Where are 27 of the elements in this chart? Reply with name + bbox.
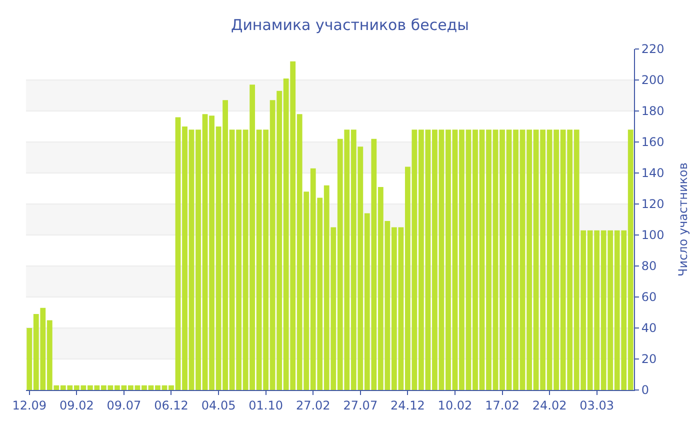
x-tick-label: 10.02 [438,398,472,412]
y-tick-label: 20 [641,352,657,366]
x-tick-label: 24.02 [532,398,567,412]
x-tick-label: 03.03 [580,398,614,412]
chart-title: Динамика участников беседы [230,16,470,34]
x-tick-label: 01.10 [248,398,283,412]
y-tick-label: 60 [641,290,657,304]
x-tick-label: 04.05 [201,398,236,412]
y-tick-label: 200 [641,73,664,88]
x-tick-label: 17.02 [485,398,520,412]
x-tick-label: 09.07 [106,398,142,412]
y-tick-label: 220 [641,42,664,56]
y-tick-label: 0 [641,383,650,398]
y-tick-label: 40 [641,321,657,336]
y-tick-label: 180 [641,104,664,118]
x-tick-label: 12.09 [12,398,47,412]
x-tick-label: 09.02 [59,398,94,412]
y-tick-label: 120 [641,197,664,212]
x-tick-label: 24.12 [390,398,425,412]
y-tick-label: 80 [641,259,657,274]
x-tick-label: 27.02 [296,398,330,412]
y-tick-label: 140 [641,166,664,180]
y-tick-label: 100 [641,228,664,242]
y-tick-label: 160 [641,135,664,150]
y-axis-title: Число участников [676,162,690,276]
x-tick-label: 06.12 [154,398,188,412]
x-tick-label: 27.07 [343,398,378,412]
